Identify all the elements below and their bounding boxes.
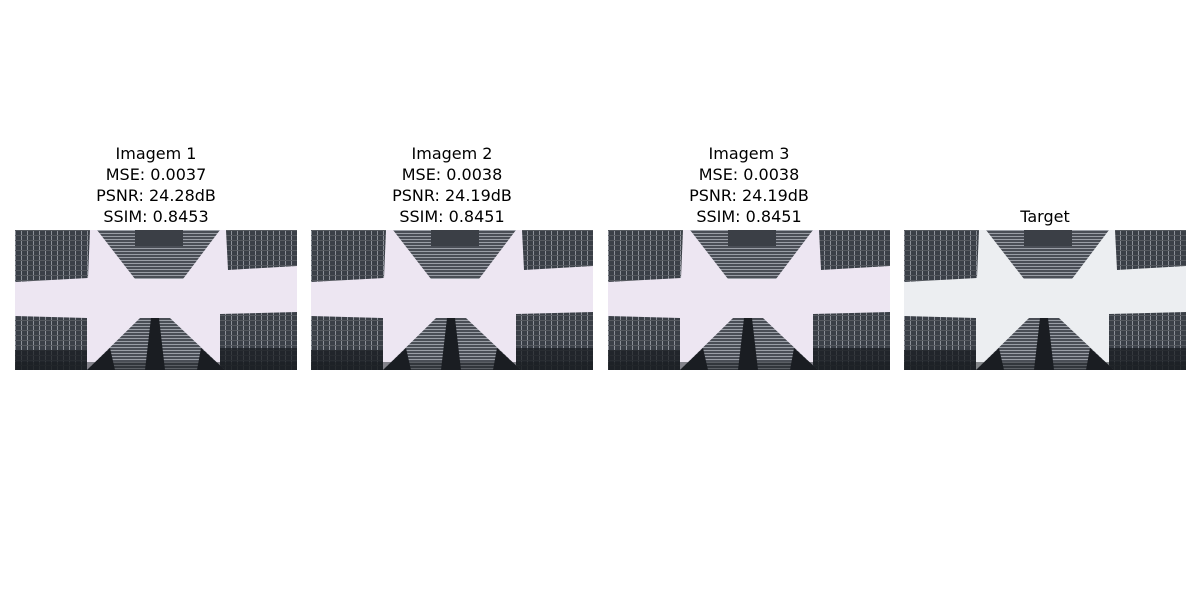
- panel-caption: Imagem 1 MSE: 0.0037 PSNR: 24.28dB SSIM:…: [15, 143, 297, 227]
- psnr-label: PSNR: 24.19dB: [689, 186, 809, 205]
- ssim-label: SSIM: 0.8451: [399, 207, 505, 226]
- psnr-label: PSNR: 24.28dB: [96, 186, 216, 205]
- panel-caption: Imagem 2 MSE: 0.0038 PSNR: 24.19dB SSIM:…: [311, 143, 593, 227]
- panel-target: Target: [904, 0, 1186, 600]
- ssim-label: SSIM: 0.8451: [696, 207, 802, 226]
- panel-title: Imagem 3: [708, 144, 790, 163]
- mse-label: MSE: 0.0038: [698, 165, 800, 184]
- panel-title: Imagem 2: [411, 144, 493, 163]
- panel-imagem-3: Imagem 3 MSE: 0.0038 PSNR: 24.19dB SSIM:…: [608, 0, 890, 600]
- panel-imagem-1: Imagem 1 MSE: 0.0037 PSNR: 24.28dB SSIM:…: [15, 0, 297, 600]
- mse-label: MSE: 0.0038: [401, 165, 503, 184]
- panel-title: Imagem 1: [115, 144, 197, 163]
- building-photo: [311, 230, 593, 370]
- mse-label: MSE: 0.0037: [105, 165, 207, 184]
- building-photo: [904, 230, 1186, 370]
- building-photo: [608, 230, 890, 370]
- panel-title: Target: [1020, 207, 1070, 226]
- ssim-label: SSIM: 0.8453: [103, 207, 209, 226]
- panel-caption: Target: [904, 206, 1186, 227]
- building-photo: [15, 230, 297, 370]
- psnr-label: PSNR: 24.19dB: [392, 186, 512, 205]
- panel-imagem-2: Imagem 2 MSE: 0.0038 PSNR: 24.19dB SSIM:…: [311, 0, 593, 600]
- panel-caption: Imagem 3 MSE: 0.0038 PSNR: 24.19dB SSIM:…: [608, 143, 890, 227]
